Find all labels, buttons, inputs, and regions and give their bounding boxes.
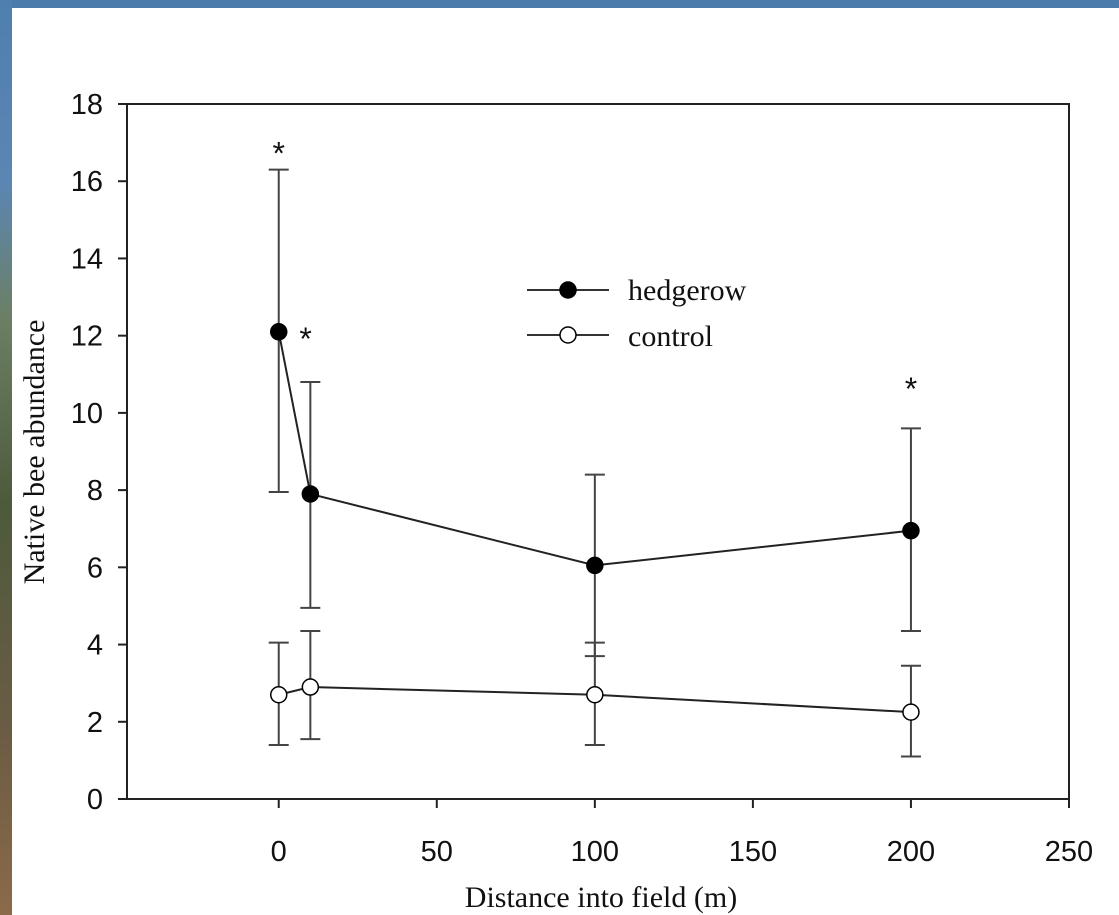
plot-frame	[126, 103, 1070, 800]
x-tick-label: 100	[571, 836, 619, 868]
x-tick-label: 250	[1045, 836, 1093, 868]
y-tick-label: 8	[87, 475, 103, 507]
y-tick-label: 16	[71, 166, 103, 198]
legend: hedgerow control	[527, 274, 747, 353]
data-point-control	[301, 678, 320, 696]
y-tick-label: 18	[71, 89, 103, 121]
x-tick-label: 0	[271, 836, 287, 868]
x-tick-label: 50	[421, 836, 453, 868]
y-tick-label: 4	[87, 630, 103, 662]
data-point-hedgerow	[301, 485, 320, 503]
y-tick-label: 2	[87, 707, 103, 739]
annotations: * * *	[273, 136, 918, 408]
legend-label-control: control	[628, 320, 713, 353]
legend-marker-control	[559, 326, 577, 344]
y-tick-label: 10	[71, 398, 103, 430]
series-line-hedgerow	[277, 331, 912, 567]
significance-asterisk: *	[905, 371, 917, 407]
significance-asterisk: *	[299, 321, 311, 357]
axes	[126, 103, 1070, 800]
x-axis-title: Distance into field (m)	[465, 881, 737, 914]
series-hedgerow	[268, 168, 921, 658]
data-point-hedgerow	[586, 556, 604, 575]
chart-panel	[12, 8, 1119, 915]
y-tick-label: 0	[87, 784, 103, 816]
x-tick-label: 150	[729, 836, 777, 868]
data-point-control	[269, 686, 288, 704]
y-tick-label: 12	[71, 321, 103, 353]
series-line-control	[278, 686, 912, 714]
series-control	[268, 630, 921, 758]
data-point-control	[902, 703, 920, 721]
series	[268, 168, 921, 758]
window-frame-top	[0, 0, 1119, 8]
data-point-control	[586, 686, 604, 704]
legend-marker-hedgerow	[559, 281, 577, 299]
legend-label-hedgerow: hedgerow	[628, 274, 747, 307]
data-point-hedgerow	[902, 521, 920, 540]
background-photo-strip	[0, 0, 12, 915]
x-tick-label: 200	[887, 836, 935, 868]
y-axis-title: Native bee abundance	[18, 320, 51, 585]
significance-asterisk: *	[273, 136, 285, 172]
ticks: 0 50 100 150 200 250 0 2 4 6 8 10 12 14 16 18	[71, 89, 1093, 868]
y-tick-label: 14	[71, 243, 103, 275]
data-point-hedgerow	[269, 323, 288, 341]
y-tick-label: 6	[87, 552, 103, 584]
